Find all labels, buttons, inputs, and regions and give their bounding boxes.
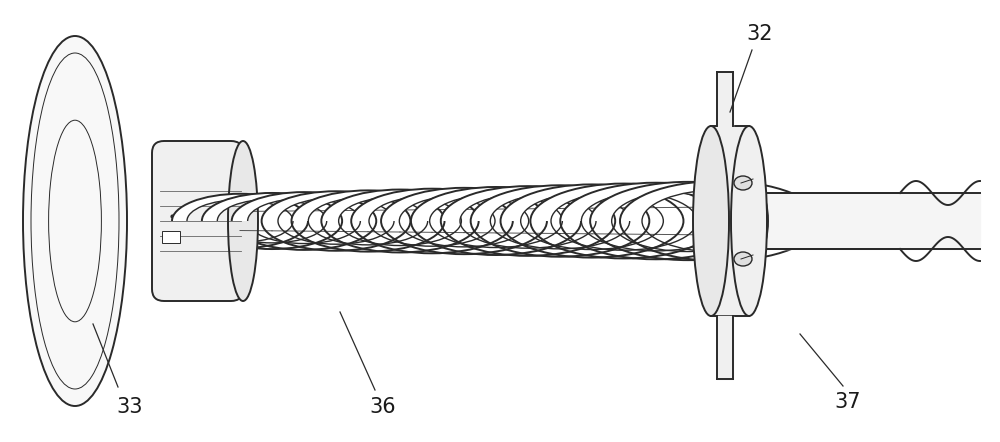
FancyBboxPatch shape [152,141,243,301]
Polygon shape [321,190,479,221]
Polygon shape [620,181,820,221]
Ellipse shape [734,252,752,266]
Polygon shape [351,189,513,221]
Text: 37: 37 [835,392,861,412]
Ellipse shape [731,126,767,316]
Text: 36: 36 [370,397,396,417]
Polygon shape [381,188,547,221]
Polygon shape [471,185,649,221]
Polygon shape [501,184,683,221]
Polygon shape [560,183,752,221]
Polygon shape [172,194,308,221]
Polygon shape [530,183,718,221]
Bar [162,231,180,243]
Ellipse shape [693,126,729,316]
Polygon shape [202,193,342,221]
Ellipse shape [752,193,768,249]
Ellipse shape [228,141,258,301]
Polygon shape [590,182,786,221]
Polygon shape [411,187,581,221]
Ellipse shape [734,176,752,190]
Polygon shape [232,192,376,221]
Ellipse shape [23,36,127,406]
Polygon shape [441,186,615,221]
Text: 33: 33 [117,397,143,417]
Text: 32: 32 [747,24,773,44]
Polygon shape [262,191,410,221]
Polygon shape [291,191,445,221]
